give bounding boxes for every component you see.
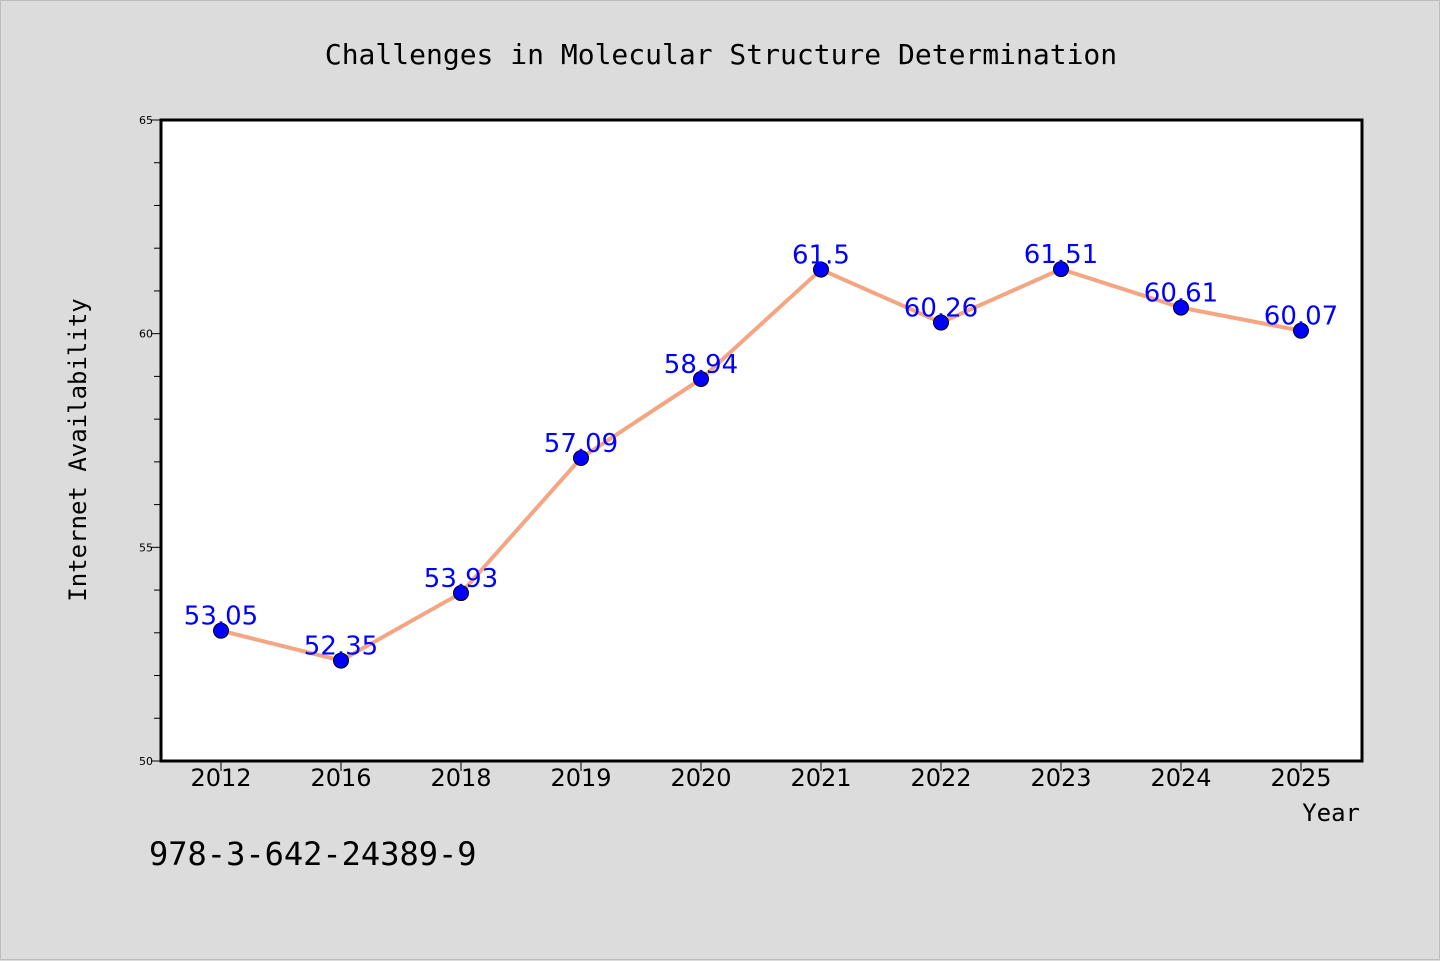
data-point: [453, 585, 469, 602]
data-label: 53.93: [424, 564, 498, 594]
y-axis-label: Internet Availability: [64, 298, 92, 601]
data-label: 57.09: [544, 429, 618, 459]
x-tick-label: 2016: [310, 764, 371, 792]
data-point: [933, 314, 949, 331]
x-tick-label: 2023: [1030, 764, 1091, 792]
data-point: [333, 652, 349, 669]
y-axis: 50 55 60 65: [139, 114, 161, 768]
x-axis-label: Year: [1302, 799, 1360, 827]
isbn-text: 978-3-642-24389-9: [149, 835, 477, 873]
data-markers: [213, 261, 1309, 669]
data-point: [573, 450, 589, 467]
data-label: 60.26: [904, 294, 978, 324]
data-point: [693, 370, 709, 387]
y-tick-label: 50: [139, 755, 153, 768]
x-tick-label: 2022: [910, 764, 971, 792]
data-point: [1293, 322, 1309, 339]
x-tick-label: 2021: [790, 764, 851, 792]
data-label: 60.61: [1144, 279, 1218, 309]
x-tick-label: 2018: [430, 764, 491, 792]
data-point: [1173, 299, 1189, 316]
y-tick-label: 65: [139, 114, 153, 127]
data-labels: 53.05 52.35 53.93 57.09 58.94 61.5 60.26 61.51 6…: [184, 240, 1338, 661]
x-tick-label: 2020: [670, 764, 731, 792]
x-tick-label: 2024: [1150, 764, 1211, 792]
plot-area: [159, 118, 1364, 763]
x-tick-label: 2025: [1270, 764, 1331, 792]
chart-title: Challenges in Molecular Structure Determ…: [325, 38, 1117, 71]
x-tick-label: 2019: [550, 764, 611, 792]
data-label: 60.07: [1264, 302, 1338, 332]
data-label: 58.94: [664, 350, 738, 380]
data-label: 61.5: [792, 241, 850, 271]
x-axis: 2012 2016 2018 2019 2020 2021 2022 2023 2024 2025: [190, 761, 1332, 792]
data-point: [213, 622, 229, 639]
series-line: [220, 267, 1302, 663]
y-tick-label: 55: [139, 541, 153, 554]
data-label: 53.05: [184, 602, 258, 632]
data-label: 61.51: [1024, 240, 1098, 270]
data-point: [813, 261, 829, 278]
data-label: 52.35: [304, 632, 378, 662]
x-tick-label: 2012: [190, 764, 251, 792]
data-point: [1053, 261, 1069, 278]
y-tick-label: 60: [139, 328, 153, 341]
